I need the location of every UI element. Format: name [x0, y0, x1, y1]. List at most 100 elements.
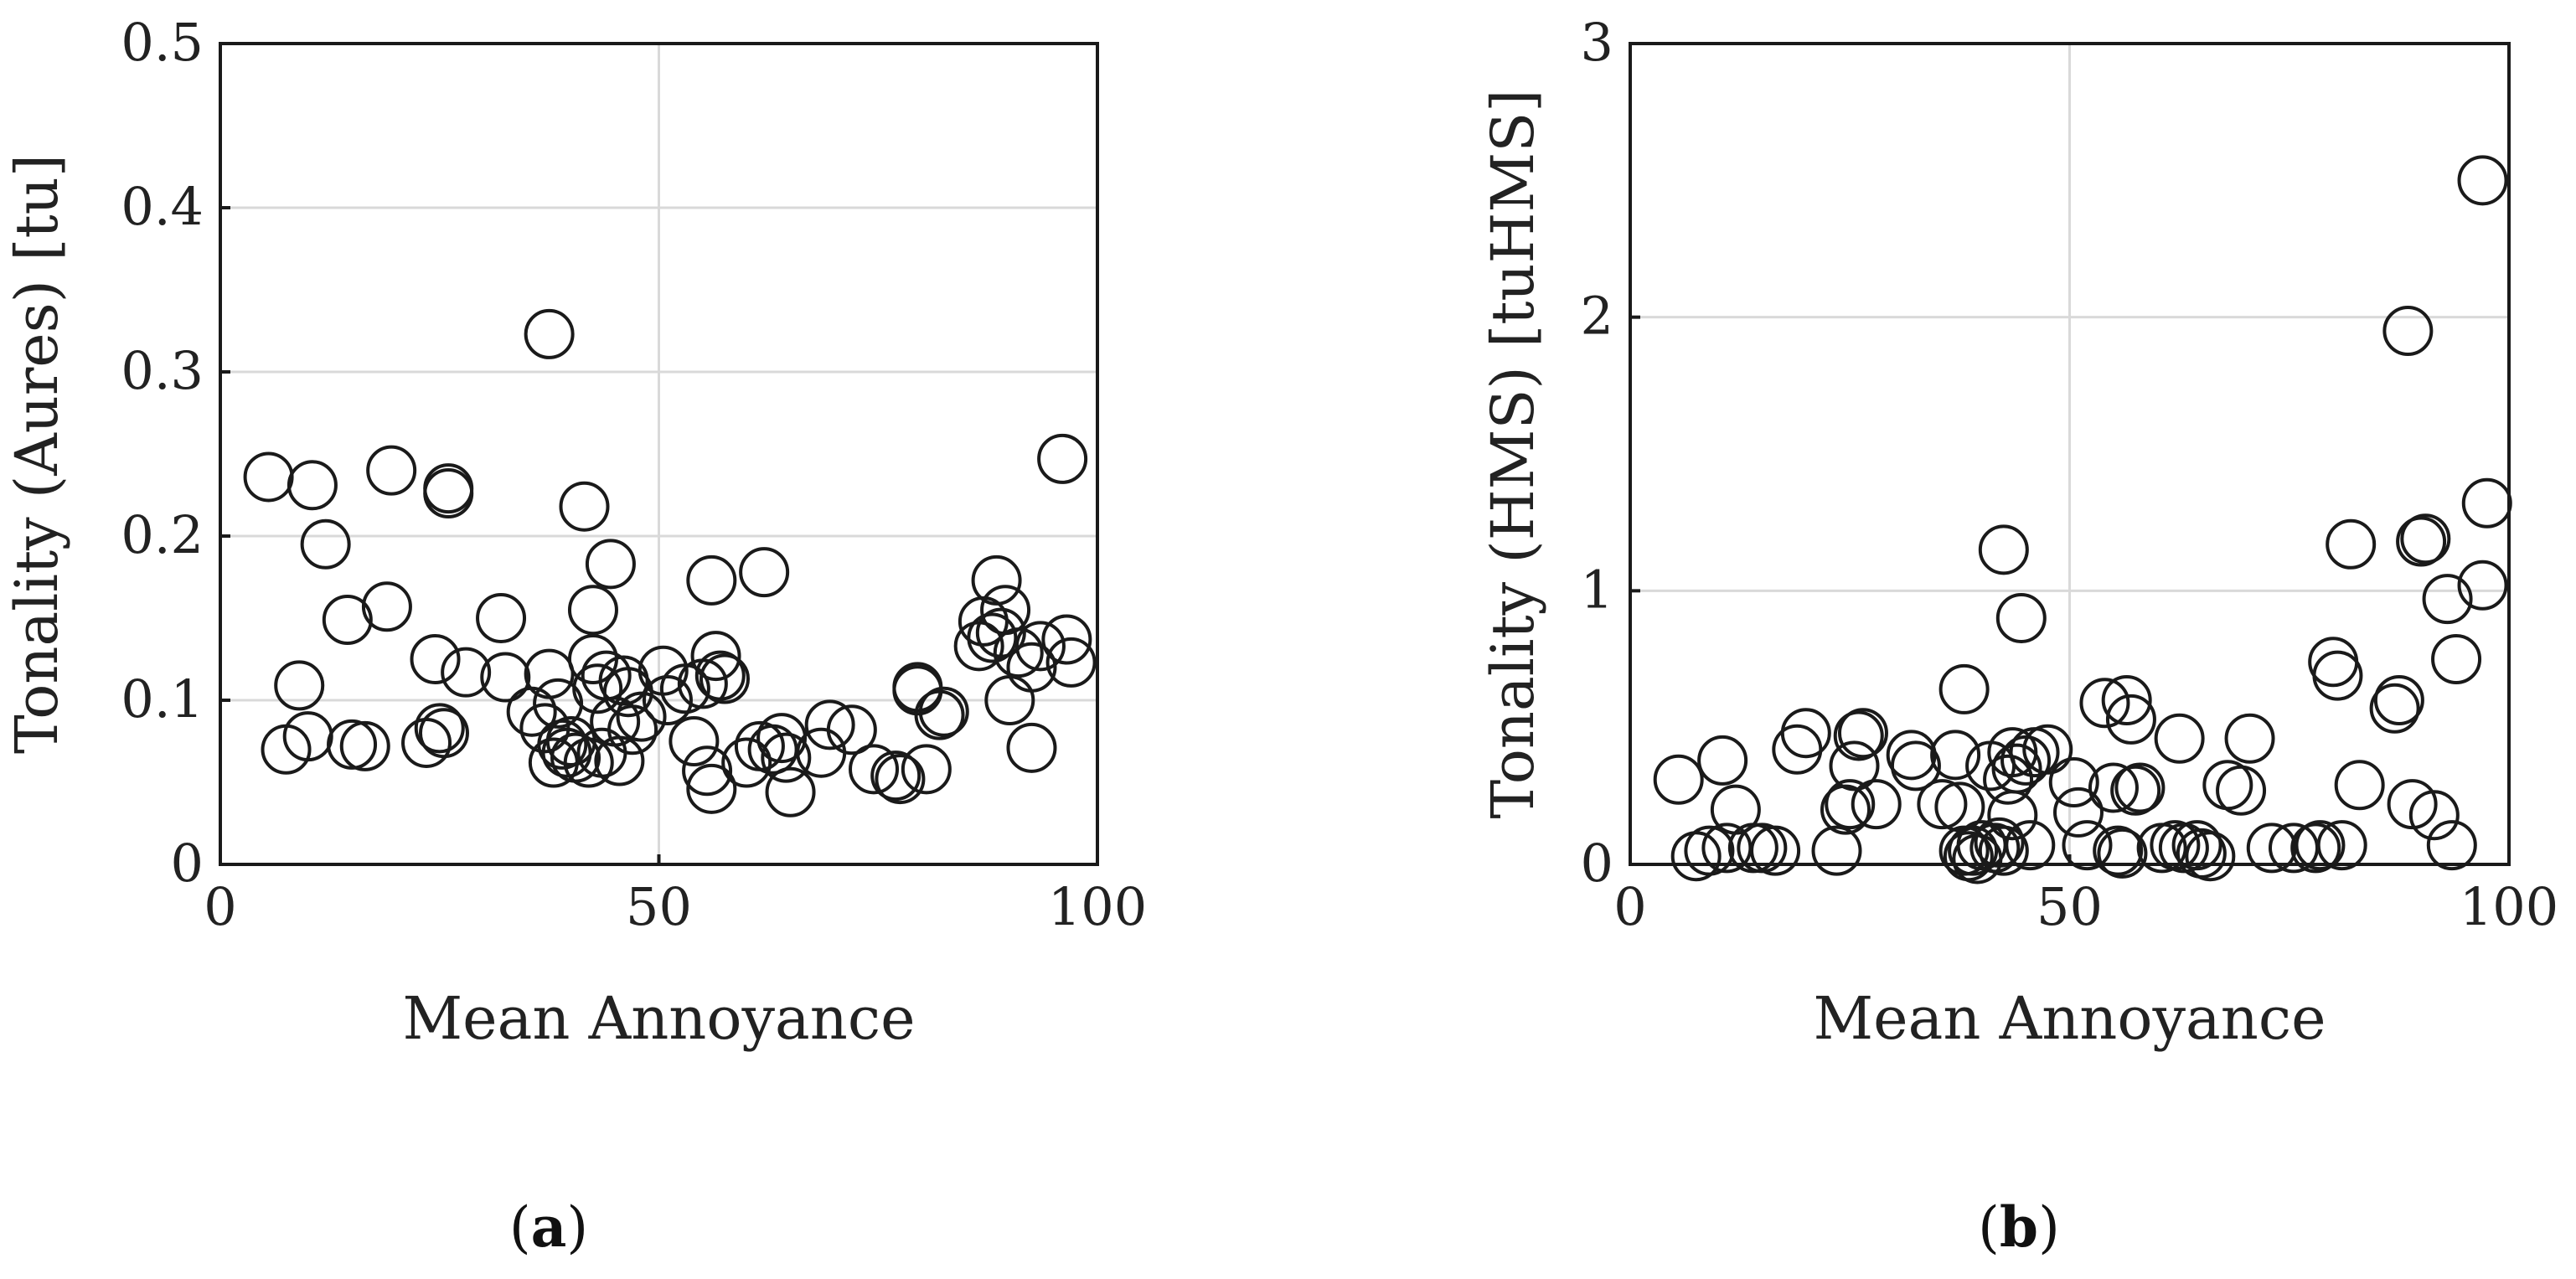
panel-a-ytick-label: 0.4 [121, 176, 204, 237]
panel-b-point [2290, 823, 2341, 874]
panel-b-ylabel: Tonality (HMS) [tuHMS] [1479, 90, 1547, 819]
panel-b-point [1890, 740, 1941, 792]
panel-b-point [1991, 743, 2042, 794]
panel-a-point [524, 648, 575, 699]
panel-a-ytick-label: 0.5 [121, 12, 204, 73]
panel-b-point [2373, 675, 2424, 725]
panel-b-ytick-label: 3 [1581, 12, 1613, 73]
panel-a-point [690, 631, 741, 682]
panel-a-point [572, 663, 623, 714]
panel-a-point [804, 699, 855, 750]
panel-a-caption-letter: a [531, 1194, 567, 1260]
panel-b-point [1851, 779, 1902, 830]
panel-b-point [2097, 828, 2148, 879]
panel-a-point [765, 766, 816, 817]
panel-b-point [1829, 740, 1880, 792]
panel-b-point [2408, 790, 2460, 841]
panel-a-point [361, 581, 412, 632]
panel-a-ytick-label: 0 [171, 833, 204, 894]
panel-b-point [1987, 727, 2038, 778]
panel-b-point [2093, 825, 2144, 876]
panel-a-point [686, 554, 737, 606]
panel-a-point [322, 594, 373, 645]
panel-b-caption-close: ) [2038, 1195, 2060, 1260]
panel-a-point [721, 737, 772, 788]
panel-b-xlabel: Mean Annoyance [1813, 984, 2326, 1053]
panel-a-point [594, 735, 645, 786]
panel-a-xtick-label: 0 [204, 876, 236, 937]
panel-a-point [559, 481, 610, 532]
panel-a-point [796, 727, 847, 778]
panel-b-point [2295, 820, 2346, 871]
panel-b-ytick-label: 2 [1581, 286, 1613, 347]
panel-a-ytick-label: 0.1 [121, 668, 204, 730]
panel-b-point [1978, 825, 2029, 876]
panel-a-point [480, 652, 531, 703]
panel-b-point [2185, 831, 2236, 882]
panel-a-point [287, 460, 338, 511]
panel-a-point [585, 539, 636, 590]
panel-b-point [1684, 825, 1735, 876]
panel-a-point [401, 717, 452, 768]
panel-a-point [686, 763, 737, 814]
panel-b-point [2062, 820, 2113, 871]
panel-b-point [1995, 593, 2047, 643]
panel-a-point [975, 607, 1026, 658]
panel-a-point [423, 468, 474, 519]
panel-b-points [1653, 155, 2512, 884]
panel-b-point [2005, 820, 2056, 871]
panel-a-point [524, 308, 575, 359]
panel-a-point [761, 732, 812, 783]
panel-b-point [2396, 516, 2447, 567]
panel-b-point [2171, 820, 2222, 871]
panel-b-point [2316, 820, 2367, 871]
panel-a-point [849, 744, 900, 795]
panel-a-point [366, 445, 417, 496]
panel-a-point [1045, 637, 1097, 688]
panel-b-point [2052, 786, 2104, 838]
panel-b-point [2426, 820, 2477, 871]
panel-b-point [2431, 634, 2482, 684]
panel-b-point [2326, 518, 2377, 570]
panel-a-point [506, 686, 557, 737]
panel-b-point [1653, 754, 1704, 805]
panel-a-point [642, 675, 693, 725]
panel-a-ytick-label: 0.3 [121, 340, 204, 401]
panel-a-point [339, 720, 390, 771]
panel-b-grid [1630, 44, 2509, 864]
panel-a-point [699, 653, 751, 704]
panel-b-point [1837, 708, 1888, 759]
panel-b-caption-letter: b [2000, 1194, 2038, 1260]
panel-b-point [2105, 694, 2156, 745]
panel-b-point [2079, 678, 2130, 729]
panel-b-point [1948, 825, 1999, 876]
panel-a-point [274, 660, 325, 711]
panel-a-point [616, 691, 667, 742]
panel-a-point [875, 754, 926, 805]
panel-b-point [1825, 779, 1876, 830]
panel-a-ylabel: Tonality (Aures) [tu] [3, 154, 71, 754]
panel-a-point [993, 627, 1044, 678]
panel-a-point [418, 708, 469, 759]
panel-a-caption-close: ) [566, 1195, 588, 1260]
panel-a-point [967, 612, 1018, 663]
panel-b-point [2400, 513, 2451, 565]
panel-b-caption: (b) [1978, 1194, 2060, 1260]
panel-b-point [2461, 477, 2512, 529]
panel-a-point [870, 750, 921, 802]
panel-a-ytick-label: 0.2 [121, 504, 204, 565]
panel-b-point [1833, 710, 1884, 761]
panel-b-xtick-label: 50 [2037, 876, 2103, 937]
panel-b-point [1978, 524, 2029, 575]
panel-a-ticks: 0 50 100 0 0.1 0.2 0.3 0.4 0.5 [121, 12, 1147, 937]
panel-a-point [423, 463, 474, 514]
panel-b-point [2000, 735, 2052, 786]
panel-a-point [1006, 722, 1057, 773]
panel-b-point [2154, 713, 2205, 764]
panel-a-point [441, 647, 492, 698]
panel-b-point [2110, 765, 2161, 816]
panel-a-point [918, 686, 969, 737]
panel-a-xlabel: Mean Annoyance [402, 984, 915, 1053]
panel-a-point [694, 650, 746, 701]
